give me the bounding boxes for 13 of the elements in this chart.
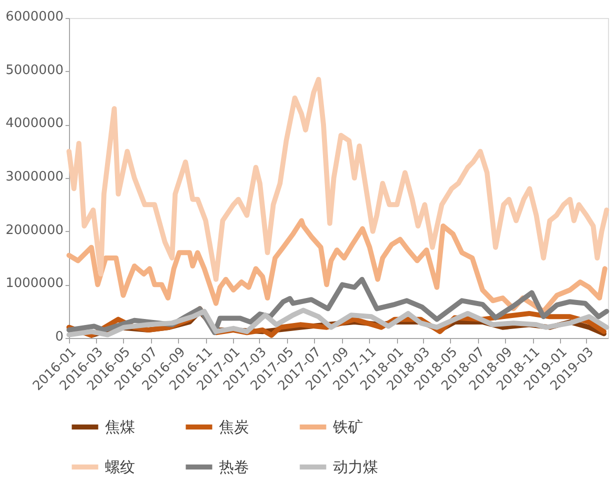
y-tick-label: 6000000: [6, 10, 64, 24]
legend-label: 焦煤: [105, 418, 135, 436]
legend-label: 铁矿: [332, 418, 363, 436]
y-tick-label: 0: [55, 330, 64, 344]
y-tick-label: 2000000: [6, 222, 64, 238]
legend-label: 螺纹: [105, 458, 135, 476]
legend-label: 动力煤: [333, 458, 378, 476]
y-tick-label: 5000000: [6, 62, 64, 78]
y-tick-label: 4000000: [6, 116, 64, 132]
legend-label: 热卷: [219, 458, 249, 476]
y-tick-label: 1000000: [6, 276, 64, 292]
legend-label: 焦炭: [219, 418, 249, 436]
y-tick-label: 3000000: [6, 170, 64, 184]
